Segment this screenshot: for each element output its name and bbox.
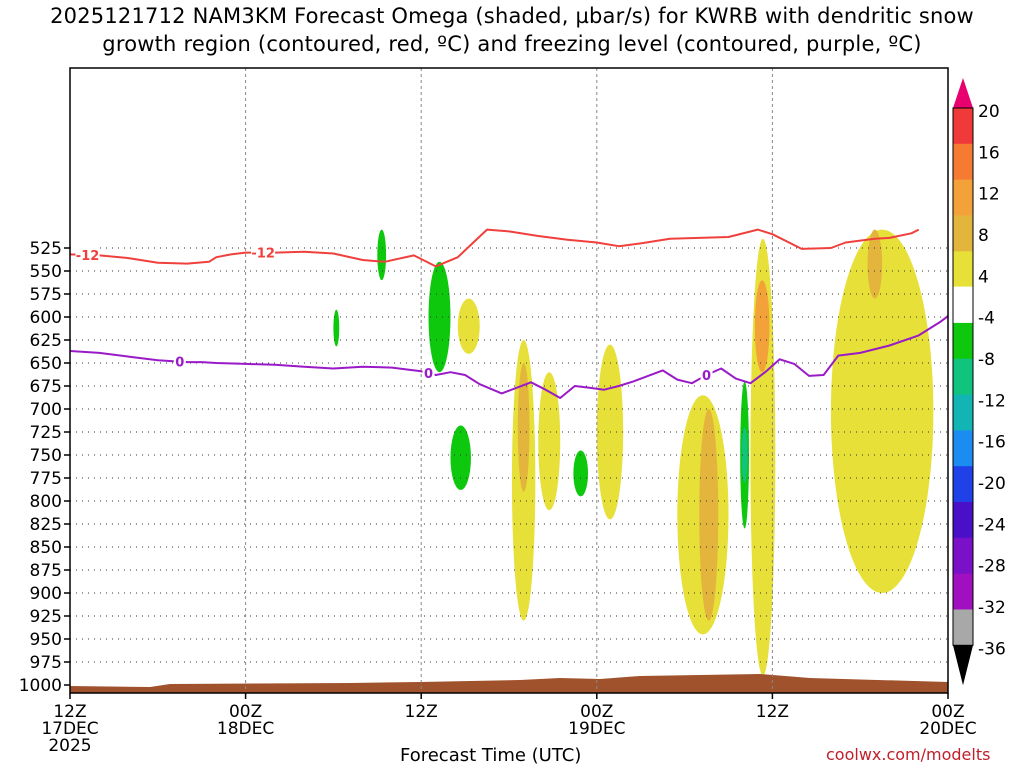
colorbar-label: -8: [978, 350, 995, 370]
y-tick-label: 775: [30, 469, 62, 489]
x-tick-label-date: 19DEC: [568, 719, 625, 739]
omega-area-sinking-13: [333, 309, 340, 347]
x-tick-label-time: 00Z: [229, 702, 262, 722]
x-tick-label-time: 12Z: [405, 702, 438, 722]
colorbar-cell: [953, 502, 973, 539]
x-tick-label-date: 18DEC: [217, 719, 274, 739]
x-tick-label-time: 00Z: [580, 702, 613, 722]
y-tick-label: 975: [30, 653, 62, 673]
omega-area-rising-1: [517, 363, 530, 492]
dendritic-contour-label: -12: [251, 247, 275, 262]
y-tick-label: 750: [30, 446, 62, 466]
y-tick-label: 900: [30, 584, 62, 604]
colorbar-cell: [953, 358, 973, 396]
y-tick-label: 700: [30, 400, 62, 420]
y-tick-label: 875: [30, 561, 62, 581]
omega-area-sinking-14: [450, 425, 471, 490]
colorbar-cell: [953, 251, 973, 288]
y-tick-label: 850: [30, 538, 62, 558]
colorbar-label: 12: [978, 185, 1000, 205]
colorbar-label: 20: [978, 102, 1000, 122]
colorbar-cell: [953, 609, 973, 646]
omega-area-rising-8: [754, 280, 770, 373]
omega-area-rising-3: [457, 298, 480, 354]
y-tick-label: 625: [30, 331, 62, 351]
freezing-level-label: 0: [175, 356, 184, 371]
chart-title-line-1: 2025121712 NAM3KM Forecast Omega (shaded…: [50, 4, 974, 28]
freezing-label-bg: [422, 365, 435, 382]
site-credit: coolwx.com/modelts: [826, 745, 991, 764]
y-tick-label: 550: [30, 262, 62, 282]
colorbar-label: 16: [978, 143, 1000, 163]
dendritic-contour-line: [70, 228, 920, 268]
freezing-label-bg: [700, 366, 713, 383]
omega-area-sinking-15: [573, 450, 589, 497]
omega-area-rising-6: [699, 409, 719, 621]
x-tick-label-year: 2025: [48, 736, 91, 756]
colorbar-label: -32: [978, 598, 1006, 618]
colorbar-top-arrow: [953, 78, 973, 108]
y-tick-label: 925: [30, 607, 62, 627]
freezing-level-label: 0: [424, 367, 433, 382]
freezing-level-label: 0: [702, 369, 711, 384]
omega-area-sinking-12: [428, 261, 451, 373]
y-tick-label: 800: [30, 492, 62, 512]
dendritic-contour-label: -12: [76, 249, 100, 264]
x-tick-label-time: 00Z: [931, 702, 964, 722]
dendritic-label-bg: [251, 244, 276, 261]
colorbar-label: 4: [978, 267, 989, 287]
colorbar-label: 8: [978, 226, 989, 246]
colorbar-cell: [953, 322, 973, 360]
colorbar-label: -28: [978, 557, 1006, 577]
colorbar-frame: [952, 107, 974, 646]
colorbar-label: -16: [978, 433, 1006, 453]
y-tick-label: 675: [30, 377, 62, 397]
omega-area-rising-9: [830, 229, 934, 594]
omega-area-rising-10: [867, 229, 883, 299]
colorbar-bottom-arrow: [953, 645, 973, 686]
colorbar-cell: [952, 286, 974, 324]
chart-title-line-2: growth region (contoured, red, ºC) and f…: [102, 32, 922, 56]
y-tick-label: 650: [30, 354, 62, 374]
omega-area-rising-4: [596, 344, 624, 520]
colorbar-cell: [953, 466, 973, 503]
freezing-label-bg: [173, 353, 186, 370]
colorbar-cell: [953, 573, 973, 610]
x-tick-label-time: 12Z: [53, 702, 86, 722]
terrain-surface: [70, 674, 948, 693]
colorbar-label: -4: [978, 309, 995, 329]
y-tick-label: 950: [30, 630, 62, 650]
colorbar-cell: [953, 179, 973, 216]
y-tick-label: 600: [30, 308, 62, 328]
colorbar-cell: [953, 430, 973, 467]
omega-area-sinking-17: [741, 427, 748, 483]
colorbar-label: -20: [978, 474, 1006, 494]
colorbar-cell: [953, 537, 973, 575]
x-tick-label-time: 12Z: [756, 702, 789, 722]
colorbar-cell: [953, 143, 973, 181]
x-axis-label: Forecast Time (UTC): [400, 745, 582, 766]
dendritic-label-bg: [75, 246, 100, 263]
freezing-level-line: [70, 315, 948, 399]
colorbar-cell: [953, 394, 973, 431]
y-tick-label: 525: [30, 239, 62, 259]
y-tick-label: 575: [30, 285, 62, 305]
colorbar-label: -36: [978, 639, 1006, 659]
colorbar-cell: [953, 215, 973, 252]
colorbar-cell: [953, 108, 973, 145]
y-tick-label: 825: [30, 515, 62, 535]
omega-area-rising-2: [538, 372, 561, 511]
y-tick-label: 1000: [19, 676, 62, 696]
plot-area: -12 -12 0 0 0: [70, 68, 948, 693]
colorbar-label: -24: [978, 515, 1006, 535]
plot-frame: [69, 67, 949, 694]
omega-area-sinking-11: [377, 229, 387, 281]
y-tick-label: 725: [30, 423, 62, 443]
colorbar-label: -12: [978, 391, 1006, 411]
x-tick-label-date: 20DEC: [919, 719, 976, 739]
x-tick-label-date: 17DEC: [41, 719, 98, 739]
